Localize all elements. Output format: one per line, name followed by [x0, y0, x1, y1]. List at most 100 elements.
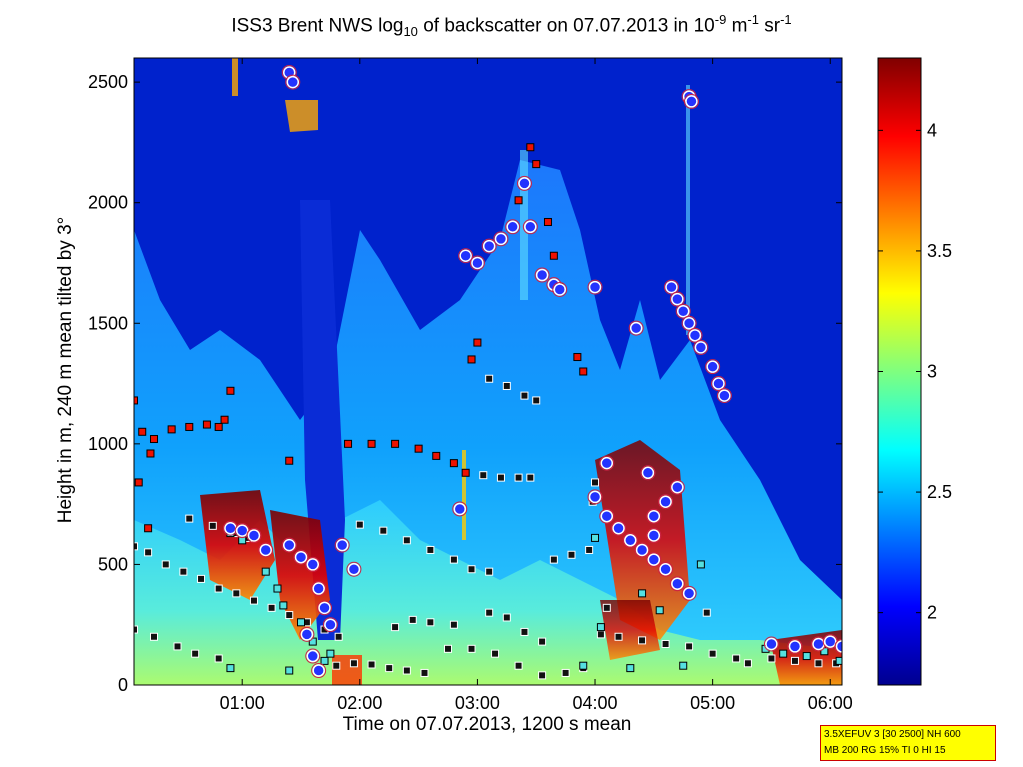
cloud-marker-blue	[506, 220, 519, 234]
cloud-marker-ring	[681, 585, 697, 601]
axis-ticks: 01:00 02:00 03:00 04:00 05:00 06:00 0 500 1000 15…	[88, 58, 853, 713]
cloud-marker-ring	[481, 238, 497, 254]
layer-marker-black-square-white-edge	[814, 659, 823, 668]
cloud-marker-ring	[281, 537, 297, 553]
cloud-marker-blue	[647, 509, 661, 523]
retrieval-markers	[134, 64, 842, 680]
cloud-marker-blue	[312, 582, 325, 595]
layer-marker-black-square-white-edge	[449, 555, 458, 564]
y-tick-label: 1500	[88, 313, 128, 333]
cloud-marker-ring	[246, 527, 262, 543]
cloud-marker-blue	[524, 220, 537, 234]
cloud-marker-blue	[471, 256, 484, 270]
cloud-marker-blue	[671, 577, 684, 590]
layer-marker-black-square-white-edge	[708, 649, 717, 658]
layer-marker-black-square-white-edge	[532, 396, 541, 405]
layer-marker-black-square-white-edge	[685, 642, 694, 651]
cloud-marker-blue	[324, 618, 337, 631]
cloud-marker-ring	[458, 248, 474, 264]
cloud-marker-blue	[635, 543, 649, 557]
layer-marker-black-square-white-edge	[134, 625, 138, 634]
layer-marker-black-square-white-edge	[334, 632, 343, 641]
cloud-marker-ring	[258, 542, 274, 558]
layer-marker-black-square-white-edge	[585, 545, 594, 554]
y-tick-label: 2500	[88, 72, 128, 92]
cloud-marker-blue	[659, 495, 672, 508]
layer-marker-black-square-white-edge	[479, 471, 488, 480]
layer-marker-black-square-white-edge	[197, 574, 206, 583]
cloud-marker-blue	[765, 637, 778, 651]
cloud-marker-ring	[293, 549, 309, 565]
layer-marker-cyan-square	[226, 664, 235, 673]
cloud-marker-ring	[587, 489, 603, 505]
cloud-marker-blue	[665, 280, 678, 294]
layer-marker-black-square-white-edge	[549, 555, 558, 564]
cloud-marker-blue	[788, 640, 802, 653]
layer-marker-black-square-white-edge	[732, 654, 741, 663]
cloud-marker-ring	[346, 561, 362, 577]
cloud-marker-ring	[669, 576, 685, 592]
layer-marker-black-square-white-edge	[179, 567, 188, 576]
cloud-marker-ring	[669, 291, 685, 307]
cloud-marker-ring	[611, 520, 627, 536]
layer-marker-red-square	[414, 444, 423, 453]
layer-marker-black-square-white-edge	[567, 550, 576, 559]
cloud-marker-ring	[599, 508, 615, 524]
cloud-marker-ring	[534, 267, 550, 283]
cloud-marker-ring	[646, 552, 662, 568]
cloud-marker-blue	[706, 360, 719, 373]
cloud-marker-ring	[787, 638, 803, 654]
layer-marker-cyan-square	[655, 606, 664, 615]
cloud-marker-blue	[659, 562, 672, 576]
cloud-marker-ring	[683, 93, 699, 109]
layer-marker-black-square-white-edge	[134, 542, 138, 551]
cloud-marker-blue	[300, 628, 314, 641]
layer-marker-black-square-white-edge	[191, 649, 200, 658]
layer-marker-black-square-white-edge	[449, 620, 458, 629]
layer-marker-black-square-white-edge	[485, 374, 494, 383]
layer-marker-black-square-white-edge	[743, 659, 752, 668]
layer-marker-cyan-square	[835, 656, 842, 665]
layer-marker-red-square	[549, 251, 558, 260]
cloud-marker-blue	[682, 317, 696, 330]
cloud-marker-blue	[459, 249, 472, 262]
layer-marker-cyan-square	[279, 601, 288, 610]
cloud-marker-ring	[658, 494, 674, 510]
layer-marker-black-square-white-edge	[285, 611, 294, 620]
y-tick-label: 500	[98, 554, 128, 574]
cloud-marker-ring	[622, 532, 638, 548]
layer-marker-black-square-white-edge	[790, 656, 799, 665]
layer-marker-red-square	[144, 524, 153, 533]
layer-marker-black-square-white-edge	[591, 478, 600, 487]
layer-marker-black-square-white-edge	[420, 668, 429, 677]
layer-marker-black-square-white-edge	[367, 660, 376, 669]
layer-marker-red-square	[367, 439, 376, 448]
layer-marker-red-square	[146, 449, 155, 458]
cloud-marker-ring	[834, 638, 842, 654]
layer-marker-black-square-white-edge	[426, 545, 435, 554]
layer-marker-cyan-square	[326, 649, 335, 658]
cloud-marker-ring	[687, 327, 703, 343]
cloud-marker-blue	[306, 649, 320, 663]
layer-marker-cyan-square	[638, 589, 647, 598]
y-axis-label: Height in m, 240 m mean tilted by 3°	[55, 216, 76, 524]
cloud-marker-ring	[634, 542, 650, 558]
cloud-marker-ring	[334, 537, 350, 553]
cloud-marker-ring	[311, 581, 327, 597]
cloud-marker-ring	[716, 388, 732, 404]
cloud-marker-ring	[587, 279, 603, 295]
cloud-marker-blue	[712, 377, 725, 390]
cloud-marker-blue	[823, 635, 837, 648]
cloud-marker-blue	[306, 558, 320, 571]
cloud-marker-blue	[588, 490, 602, 504]
layer-marker-cyan-square	[320, 656, 329, 665]
layer-marker-red-square	[391, 439, 400, 448]
cloud-marker-blue	[347, 562, 361, 576]
layer-marker-red-square	[432, 451, 441, 460]
layer-marker-cyan-square	[273, 584, 282, 593]
colorbar-tick-label: 3	[927, 362, 937, 382]
layer-marker-black-square-white-edge	[267, 603, 276, 612]
layer-marker-black-square-white-edge	[767, 654, 776, 663]
x-tick-label: 03:00	[455, 693, 500, 713]
